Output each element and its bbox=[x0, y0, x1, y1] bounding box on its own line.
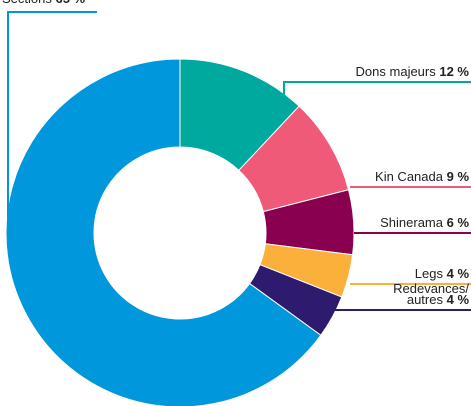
leader-line-sections bbox=[7, 11, 97, 232]
leader-line-dons-majeurs bbox=[283, 81, 471, 112]
label-sections: Sections 65 % bbox=[2, 0, 86, 6]
label-kin-canada: Kin Canada 9 % bbox=[375, 169, 469, 184]
label-shinerama: Shinerama 6 % bbox=[380, 215, 469, 230]
label-redevances-autres: Redevances/ bbox=[393, 281, 469, 296]
label-dons-majeurs: Dons majeurs 12 % bbox=[356, 64, 470, 79]
slice-sections bbox=[5, 58, 322, 406]
label-redevances-autres: autres 4 % bbox=[407, 292, 470, 307]
label-legs: Legs 4 % bbox=[415, 266, 470, 281]
